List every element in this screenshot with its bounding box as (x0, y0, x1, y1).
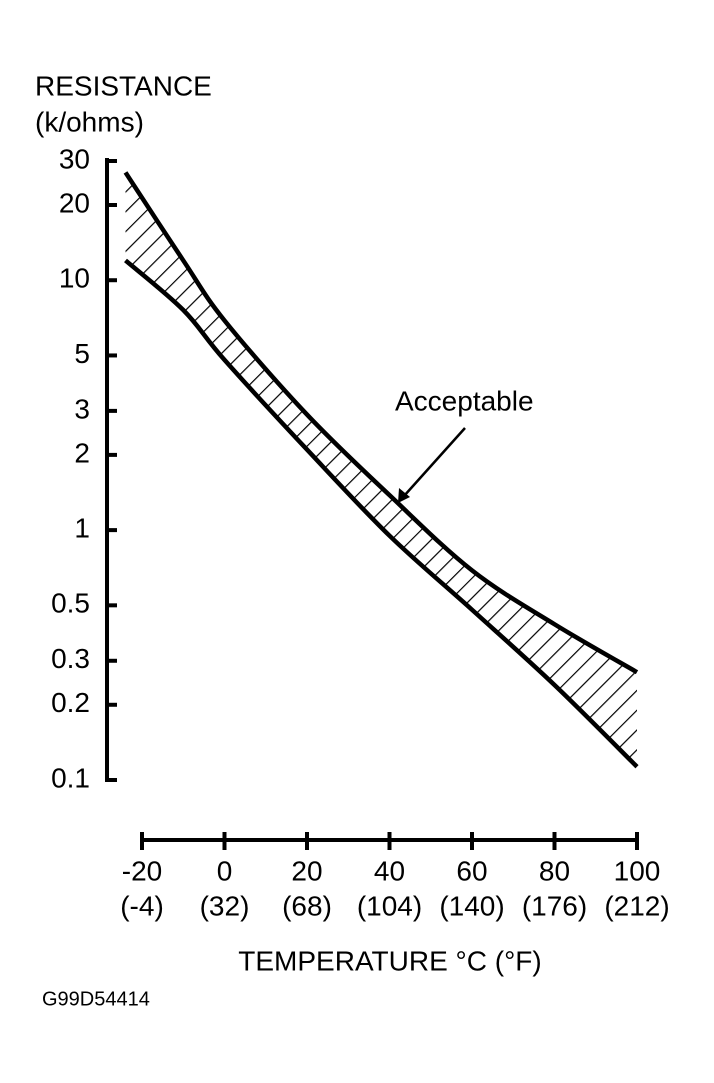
y-tick-label: 2 (74, 437, 90, 468)
x-tick-sublabel: (140) (439, 890, 504, 921)
x-axis-label: TEMPERATURE °C (°F) (238, 945, 541, 976)
x-tick-sublabel: (212) (604, 890, 669, 921)
x-tick-label: 100 (614, 855, 661, 886)
arrow-head (398, 488, 410, 503)
figure-id: G99D54414 (42, 988, 150, 1010)
x-tick-label: 0 (217, 855, 233, 886)
x-tick-label: 20 (291, 855, 322, 886)
y-tick-label: 0.5 (51, 588, 90, 619)
x-tick-label: -20 (122, 855, 162, 886)
y-tick-label: 0.2 (51, 687, 90, 718)
annotation: Acceptable (395, 385, 534, 416)
x-tick-sublabel: (104) (357, 890, 422, 921)
upper-limit-line (123, 171, 639, 675)
x-tick-sublabel: (176) (522, 890, 587, 921)
y-tick-label: 5 (74, 338, 90, 369)
y-tick-label: 0.3 (51, 643, 90, 674)
x-tick-sublabel: (-4) (120, 890, 164, 921)
x-tick-sublabel: (32) (200, 890, 250, 921)
y-axis-label: (k/ohms) (35, 106, 144, 137)
annotation-arrow (403, 427, 466, 497)
y-tick-label: 20 (59, 187, 90, 218)
y-axis-label: RESISTANCE (35, 70, 212, 101)
y-tick-label: 10 (59, 263, 90, 294)
y-tick-label: 0.1 (51, 762, 90, 793)
x-tick-label: 60 (456, 855, 487, 886)
band-fill (125, 172, 637, 767)
y-tick-label: 3 (74, 393, 90, 424)
x-tick-sublabel: (68) (282, 890, 332, 921)
x-tick-label: 40 (374, 855, 405, 886)
y-tick-label: 1 (74, 513, 90, 544)
y-tick-label: 30 (59, 143, 90, 174)
lower-limit-line (124, 258, 639, 769)
x-tick-label: 80 (539, 855, 570, 886)
